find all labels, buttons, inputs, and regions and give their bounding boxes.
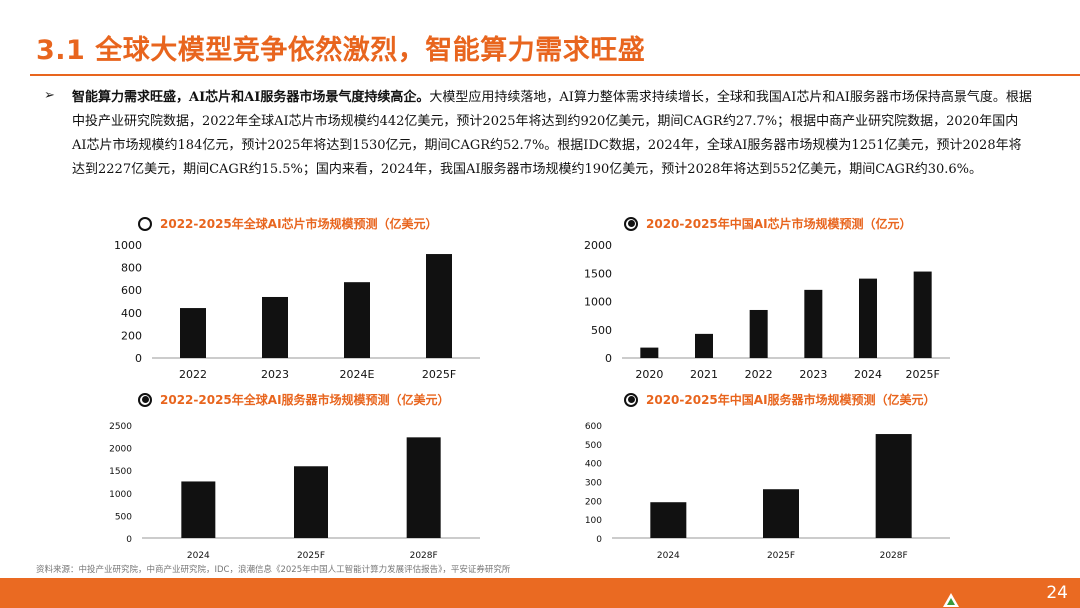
footer-bar (0, 578, 1080, 608)
bar (875, 434, 912, 538)
y-tick-label: 1000 (114, 239, 142, 252)
y-tick-label: 500 (591, 324, 612, 337)
chart-2-title: 2020-2025年中国AI芯片市场规模预测（亿元） (646, 217, 912, 231)
x-tick-label: 2025F (906, 368, 940, 381)
bar (406, 437, 441, 538)
y-tick-label: 300 (585, 479, 602, 489)
summary-text: 大模型应用持续落地，AI算力整体需求持续增长，全球和我国AI芯片和AI服务器市场… (72, 90, 1032, 177)
bar (695, 333, 713, 358)
chart-2-header: 2020-2025年中国AI芯片市场规模预测（亿元） (624, 215, 912, 232)
x-tick-label: 2022 (179, 368, 207, 381)
x-tick-label: 2028F (410, 551, 438, 561)
chart-3-title: 2022-2025年全球AI服务器市场规模预测（亿美元） (160, 393, 450, 407)
y-tick-label: 1500 (584, 267, 612, 280)
logo-icon (943, 593, 959, 607)
y-tick-label: 200 (121, 329, 142, 342)
chart-1-title: 2022-2025年全球AI芯片市场规模预测（亿美元） (160, 217, 438, 231)
summary-paragraph: 智能算力需求旺盛，AI芯片和AI服务器市场景气度持续高企。大模型应用持续落地，A… (72, 86, 1032, 182)
y-tick-label: 500 (115, 512, 132, 522)
x-tick-label: 2021 (690, 368, 718, 381)
x-tick-label: 2024 (187, 551, 210, 561)
y-tick-label: 500 (585, 441, 602, 451)
x-tick-label: 2023 (261, 368, 289, 381)
filled-circle-icon (138, 392, 152, 407)
bar (181, 481, 216, 538)
chart-global-ai-chip: 0 200 400 600 800 1000 2022 2023 2024E 2025F (114, 239, 480, 381)
y-tick-label: 0 (126, 535, 132, 545)
x-tick-label: 2024 (657, 551, 680, 561)
title-divider (30, 74, 1080, 76)
y-tick-label: 1000 (109, 490, 132, 500)
y-tick-label: 2500 (109, 422, 132, 432)
y-tick-label: 800 (121, 262, 142, 275)
y-tick-label: 600 (121, 284, 142, 297)
page-title: 3.1 全球大模型竞争依然激烈，智能算力需求旺盛 (36, 35, 646, 66)
y-tick-label: 600 (585, 422, 602, 432)
bar (426, 254, 452, 358)
chart-1-header: 2022-2025年全球AI芯片市场规模预测（亿美元） (138, 215, 438, 232)
chart-china-ai-server: 0 100 200 300 400 500 600 2024 2025F 2028F (585, 422, 950, 561)
x-tick-label: 2024 (854, 368, 882, 381)
x-tick-label: 2023 (799, 368, 827, 381)
y-tick-label: 100 (585, 516, 602, 526)
bar (344, 282, 370, 358)
bar (640, 347, 659, 358)
bar (650, 502, 687, 538)
bullet-arrow-icon: ➢ (44, 88, 55, 103)
y-tick-label: 0 (596, 535, 602, 545)
x-tick-label: 2025F (422, 368, 456, 381)
y-tick-label: 0 (605, 352, 612, 365)
chart-global-ai-server: 0 500 1000 1500 2000 2500 2024 2025F 2028F (109, 422, 480, 561)
bar (913, 271, 932, 358)
chart-4-title: 2020-2025年中国AI服务器市场规模预测（亿美元） (646, 393, 936, 407)
y-tick-label: 200 (585, 497, 602, 507)
chart-4-header: 2020-2025年中国AI服务器市场规模预测（亿美元） (624, 391, 936, 408)
y-tick-label: 0 (135, 352, 142, 365)
summary-lead: 智能算力需求旺盛，AI芯片和AI服务器市场景气度持续高企。 (72, 90, 430, 105)
y-tick-label: 400 (585, 460, 602, 470)
x-tick-label: 2020 (635, 368, 663, 381)
x-tick-label: 2028F (880, 551, 908, 561)
x-tick-label: 2024E (340, 368, 375, 381)
bar (763, 489, 799, 538)
page-number: 24 (1046, 583, 1068, 603)
y-tick-label: 1000 (584, 296, 612, 309)
bar (262, 296, 288, 358)
bar (859, 278, 877, 358)
x-tick-label: 2025F (767, 551, 795, 561)
x-tick-label: 2022 (745, 368, 773, 381)
filled-circle-icon (624, 216, 638, 231)
bar (749, 309, 768, 358)
source-note: 资料来源：中投产业研究院，中商产业研究院，IDC，浪潮信息《2025年中国人工智… (36, 565, 511, 575)
bar (180, 308, 206, 358)
filled-circle-icon (624, 392, 638, 407)
y-tick-label: 1500 (109, 467, 132, 477)
bar (804, 289, 823, 358)
x-tick-label: 2025F (297, 551, 325, 561)
y-tick-label: 2000 (109, 445, 132, 455)
empty-circle-icon (138, 216, 152, 231)
y-tick-label: 400 (121, 307, 142, 320)
bar (294, 466, 328, 538)
chart-3-header: 2022-2025年全球AI服务器市场规模预测（亿美元） (138, 391, 450, 408)
chart-china-ai-chip: 0 500 1000 1500 2000 2020 2021 2022 2023 2024 2025… (584, 239, 950, 381)
y-tick-label: 2000 (584, 239, 612, 252)
